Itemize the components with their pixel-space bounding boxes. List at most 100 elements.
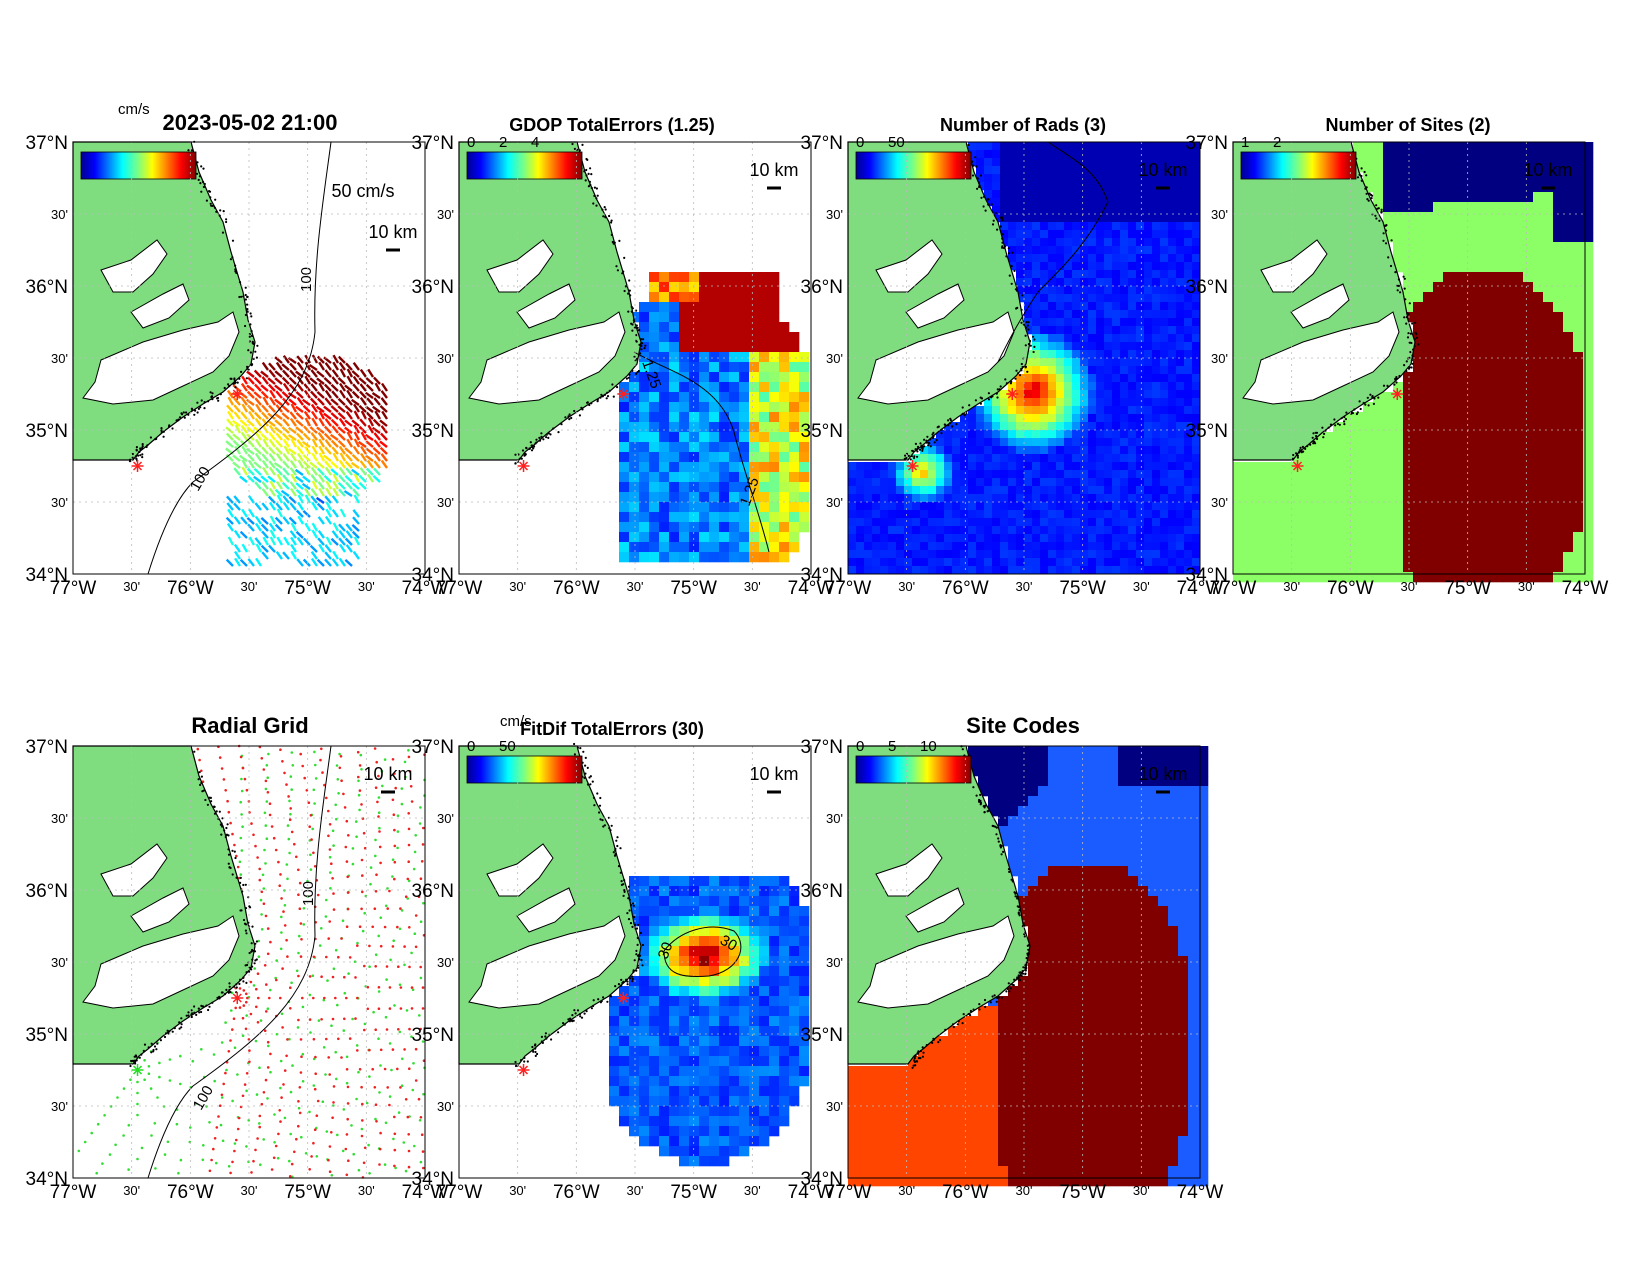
rads-cell bbox=[1088, 302, 1097, 311]
rads-cell bbox=[1088, 334, 1097, 343]
current-vector bbox=[339, 389, 347, 399]
sites-cell bbox=[1293, 502, 1304, 513]
coast-dot bbox=[557, 431, 560, 434]
coast-dot bbox=[963, 414, 966, 417]
coast-dot bbox=[1370, 197, 1373, 200]
gdop-cell bbox=[699, 422, 710, 433]
sites-cell bbox=[1453, 292, 1464, 303]
gdop-cell bbox=[779, 542, 790, 553]
coast-dot bbox=[604, 208, 607, 211]
sites-cell bbox=[1453, 372, 1464, 383]
rads-cell bbox=[1032, 382, 1041, 391]
current-vector bbox=[227, 410, 235, 420]
rads-cell bbox=[1184, 422, 1193, 431]
current-vector bbox=[351, 419, 360, 427]
rads-cell bbox=[856, 486, 865, 495]
sites-cell bbox=[1273, 562, 1284, 573]
current-vector bbox=[255, 557, 263, 567]
coast-dot bbox=[616, 386, 619, 389]
current-vector bbox=[311, 480, 319, 490]
coast-dot bbox=[1005, 255, 1008, 258]
rads-cell bbox=[1152, 302, 1161, 311]
rads-cell bbox=[1048, 302, 1057, 311]
coast-dot bbox=[907, 454, 910, 457]
sites-cell bbox=[1583, 272, 1594, 283]
coast-dot bbox=[251, 340, 254, 343]
current-vector bbox=[246, 419, 255, 427]
coast-dot bbox=[233, 377, 236, 380]
rads-cell bbox=[1008, 558, 1017, 567]
current-vector bbox=[309, 461, 318, 469]
coast-dot bbox=[1344, 418, 1347, 421]
coast-dot bbox=[608, 389, 611, 392]
coast-dot bbox=[1367, 199, 1370, 202]
coast-dot bbox=[242, 295, 245, 298]
sites-cell bbox=[1573, 382, 1584, 393]
rads-cell bbox=[1096, 382, 1105, 391]
rads-cell bbox=[1048, 438, 1057, 447]
sites-cell bbox=[1333, 442, 1344, 453]
rads-cell bbox=[1088, 366, 1097, 375]
sites-cell bbox=[1403, 192, 1414, 203]
gdop-cell bbox=[629, 392, 640, 403]
current-vector bbox=[253, 369, 262, 378]
rads-cell bbox=[1192, 174, 1201, 183]
lon-tick-label: 77°W bbox=[1210, 578, 1257, 599]
current-vector bbox=[247, 558, 255, 567]
current-vector bbox=[260, 544, 269, 553]
rads-cell bbox=[1000, 430, 1009, 439]
sites-cell bbox=[1443, 532, 1454, 543]
current-vector bbox=[261, 453, 269, 462]
gdop-cell bbox=[729, 372, 740, 383]
rads-cell bbox=[1144, 382, 1153, 391]
coast-dot bbox=[250, 364, 253, 367]
rads-cell bbox=[1064, 558, 1073, 567]
sites-cell bbox=[1443, 422, 1454, 433]
rads-cell bbox=[1048, 206, 1057, 215]
gdop-cell bbox=[719, 542, 730, 553]
rads-cell bbox=[1040, 254, 1049, 263]
coast-dot bbox=[1001, 218, 1004, 222]
sites-cell bbox=[1413, 402, 1424, 413]
rads-cell bbox=[1160, 342, 1169, 351]
sites-cell bbox=[1393, 522, 1404, 533]
rads-cell bbox=[1168, 502, 1177, 511]
sites-cell bbox=[1463, 242, 1474, 253]
gdop-cell bbox=[769, 332, 780, 343]
rads-cell bbox=[1160, 542, 1169, 551]
sites-cell bbox=[1523, 162, 1534, 173]
rads-cell bbox=[1040, 542, 1049, 551]
sites-cell bbox=[1483, 332, 1494, 343]
gdop-cell bbox=[639, 542, 650, 553]
rads-cell bbox=[1192, 374, 1201, 383]
sites-cell bbox=[1533, 272, 1544, 283]
gdop-cell bbox=[709, 492, 720, 503]
rads-cell bbox=[1088, 286, 1097, 295]
sites-cell bbox=[1263, 502, 1274, 513]
current-vector bbox=[332, 361, 340, 371]
rads-cell bbox=[1176, 462, 1185, 471]
sites-cell bbox=[1513, 192, 1524, 203]
sites-cell bbox=[1453, 252, 1464, 263]
current-vector bbox=[360, 410, 368, 420]
rads-cell bbox=[1128, 390, 1137, 399]
rads-cell bbox=[1176, 230, 1185, 239]
sites-cell bbox=[1493, 292, 1504, 303]
gdop-cell bbox=[699, 552, 710, 563]
current-vector bbox=[352, 361, 360, 371]
sites-cell bbox=[1413, 332, 1424, 343]
coast-dot bbox=[937, 425, 940, 428]
rads-cell bbox=[1096, 190, 1105, 199]
rads-cell bbox=[976, 446, 985, 455]
sites-cell bbox=[1533, 232, 1544, 243]
sites-cell bbox=[1473, 332, 1484, 343]
current-vector bbox=[295, 530, 304, 539]
gdop-cell bbox=[779, 382, 790, 393]
sites-cell bbox=[1363, 512, 1374, 523]
rads-cell bbox=[1184, 286, 1193, 295]
rads-cell bbox=[1024, 566, 1033, 575]
rads-cell bbox=[1136, 334, 1145, 343]
rads-cell bbox=[1064, 518, 1073, 527]
sites-cell bbox=[1563, 362, 1574, 373]
coast-dot bbox=[202, 185, 205, 189]
